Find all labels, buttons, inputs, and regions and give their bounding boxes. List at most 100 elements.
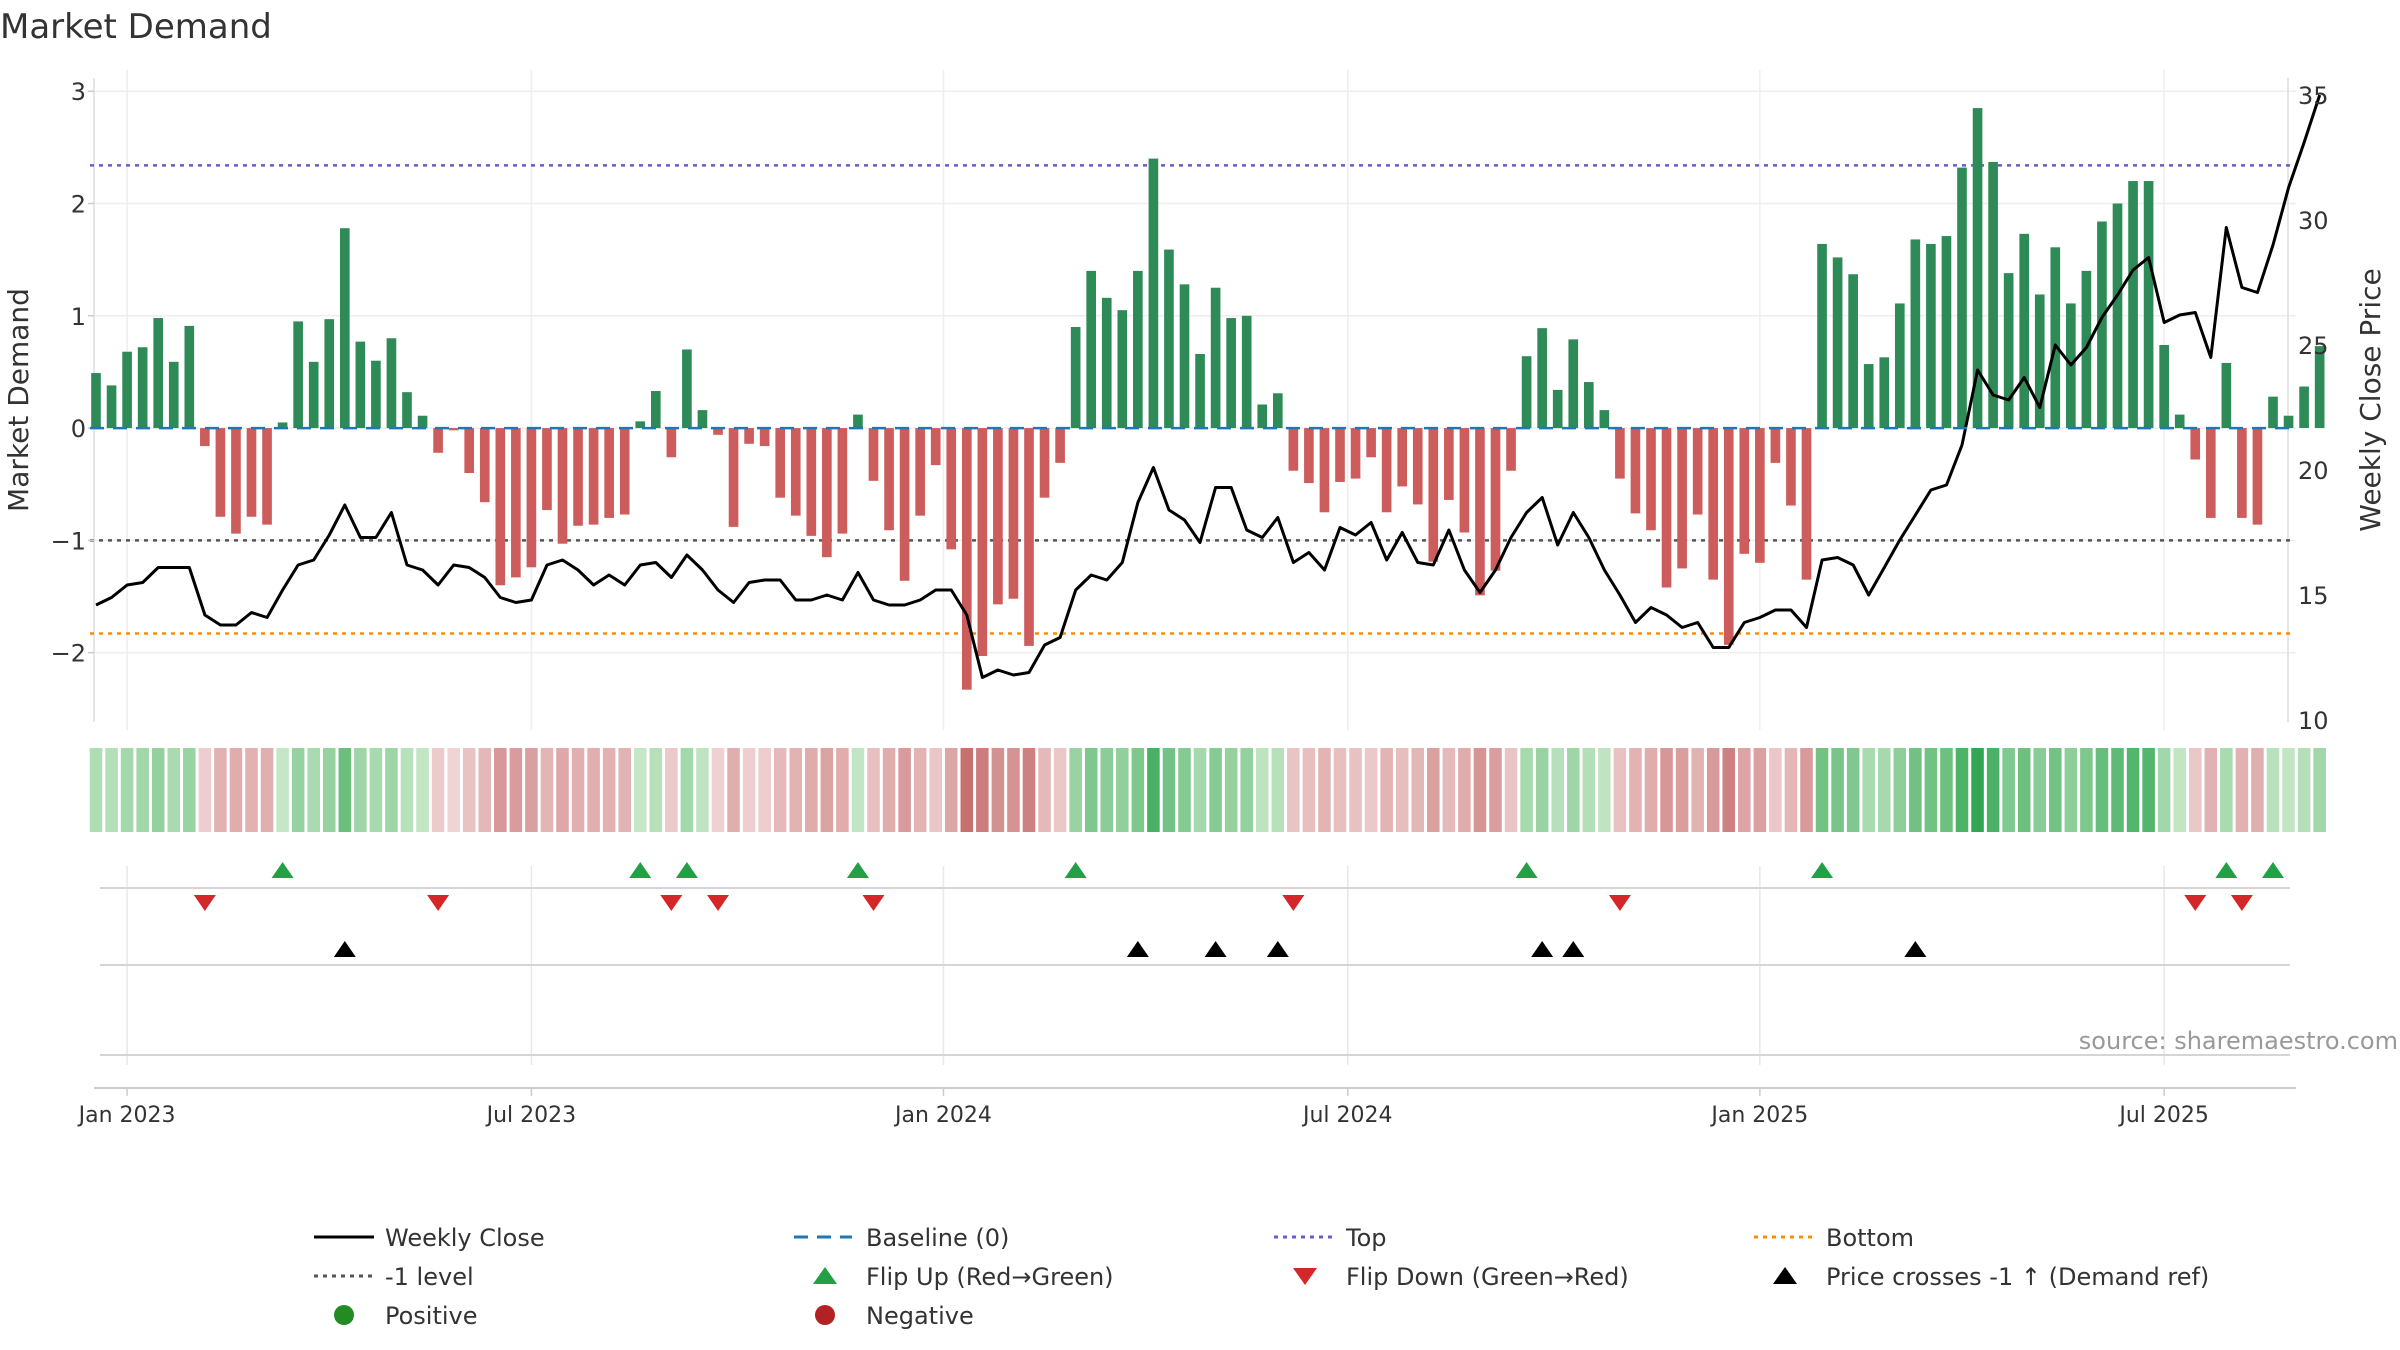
heat-cell: [2142, 748, 2155, 832]
demand-bar-positive: [371, 360, 381, 429]
x-tick-label: Jan 2025: [1709, 1103, 1808, 1128]
triangle-up-icon: [1773, 1267, 1797, 1284]
heat-cell: [2266, 748, 2280, 832]
heat-cell: [1489, 748, 1502, 832]
legend-item-minus-one: -1 level: [314, 1263, 474, 1291]
demand-bar-negative: [604, 428, 614, 518]
heat-cell: [307, 748, 320, 832]
demand-bar-negative: [915, 428, 925, 516]
heat-cell: [2251, 748, 2264, 832]
heat-cell: [991, 748, 1005, 832]
heat-cell: [105, 748, 118, 832]
heat-cell: [1349, 748, 1362, 832]
demand-bar-positive: [153, 318, 164, 429]
demand-bar-positive: [1210, 287, 1221, 429]
heat-cell: [525, 748, 538, 832]
y2-tick-label: 10: [2298, 707, 2329, 735]
heat-cell: [1613, 748, 1627, 832]
demand-bar-positive: [386, 338, 397, 429]
demand-bar-negative: [1381, 428, 1392, 513]
demand-bar-negative: [1008, 428, 1019, 599]
demand-bar-negative: [1692, 428, 1703, 515]
heat-cell: [1815, 748, 1829, 832]
heat-cell: [618, 748, 631, 832]
demand-bar-negative: [1350, 428, 1361, 479]
heat-cell: [1924, 748, 1938, 832]
demand-bar-positive: [1863, 364, 1874, 429]
heat-cell: [385, 748, 398, 832]
demand-bar-negative: [1677, 428, 1687, 569]
heat-cell: [1660, 748, 1673, 832]
heat-cell: [1504, 748, 1518, 832]
heat-cell: [1100, 748, 1114, 832]
heat-cell: [1831, 748, 1844, 832]
heat-cell: [1971, 748, 1984, 832]
demand-bar-negative: [433, 428, 443, 453]
heat-cell: [2064, 748, 2078, 832]
weekly-close-line: [95, 94, 2322, 679]
demand-bar-negative: [822, 428, 832, 558]
demand-bar-negative: [526, 428, 537, 568]
demand-bar-negative: [1397, 428, 1408, 487]
heat-cell: [2313, 748, 2326, 832]
demand-bar-negative: [619, 428, 630, 515]
heat-cell: [1022, 748, 1036, 832]
heat-cell: [120, 748, 134, 832]
legend-label: Top: [1345, 1224, 1387, 1252]
flip-down-marker: [2230, 895, 2253, 911]
flip-up-marker: [2262, 862, 2284, 878]
demand-bar-positive: [1848, 274, 1858, 429]
y-tick-label: 2: [71, 191, 86, 219]
flip-down-marker: [193, 895, 216, 911]
demand-bar-negative: [1304, 428, 1314, 484]
demand-bar-negative: [1055, 428, 1065, 463]
heat-cell: [2173, 748, 2186, 832]
demand-bar-negative: [495, 428, 506, 586]
demand-bar-negative: [2237, 428, 2247, 518]
heat-cell: [1458, 748, 1471, 832]
heat-cell: [1442, 748, 1456, 832]
heat-cell: [1178, 748, 1191, 832]
demand-bar-positive: [2050, 247, 2061, 429]
heat-cell: [2204, 748, 2218, 832]
demand-bar-negative: [557, 428, 568, 544]
demand-bar-negative: [2190, 428, 2201, 460]
legend-label: Flip Down (Green→Red): [1346, 1263, 1629, 1291]
demand-bar-positive: [1910, 239, 1921, 429]
demand-bar-positive: [2299, 386, 2309, 429]
demand-bar-positive: [1568, 339, 1579, 429]
demand-bar-positive: [106, 385, 117, 429]
heat-cell: [183, 748, 196, 832]
legend-label: -1 level: [385, 1263, 474, 1291]
demand-bar-positive: [1164, 249, 1174, 429]
demand-bar-negative: [806, 428, 817, 536]
flip-down-marker: [427, 895, 450, 911]
demand-bar-positive: [2174, 414, 2185, 429]
heat-cell: [1753, 748, 1767, 832]
demand-bars: [91, 108, 2325, 690]
demand-bar-negative: [246, 428, 257, 517]
demand-bar-negative: [1646, 428, 1656, 531]
legend-label: Flip Up (Red→Green): [866, 1263, 1114, 1291]
heat-cell: [867, 748, 880, 832]
demand-bar-negative: [790, 428, 801, 516]
demand-bar-positive: [1272, 393, 1283, 429]
flip-up-marker: [1064, 862, 1087, 878]
y2-tick-label: 15: [2298, 582, 2329, 610]
demand-bar-positive: [308, 361, 319, 429]
heat-cell: [1395, 748, 1409, 832]
heat-cell: [2126, 748, 2140, 832]
demand-bar-positive: [1148, 158, 1159, 429]
flip-down-marker: [862, 895, 885, 911]
heat-cell: [2188, 748, 2202, 832]
heat-cell: [2282, 748, 2295, 832]
demand-bar-positive: [184, 325, 195, 429]
legend-label: Baseline (0): [866, 1224, 1009, 1252]
heat-cell: [2049, 748, 2062, 832]
heat-cell: [260, 748, 274, 832]
heat-cell: [1193, 748, 1207, 832]
heat-cell: [276, 748, 289, 832]
heat-cell: [2111, 748, 2124, 832]
heat-cell: [1986, 748, 2000, 832]
